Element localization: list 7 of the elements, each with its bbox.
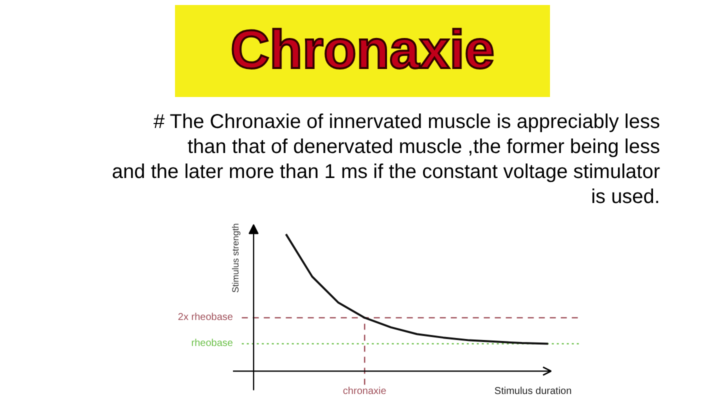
chart-subtitle: # The Chronaxie of innervated muscle is appreciably less than that of denervated muscle ,the former being less and the later more than 1 ms if the constant voltage stimulator is used. bbox=[110, 110, 660, 210]
x-axis-title: Stimulus duration bbox=[494, 386, 572, 398]
ref-line-label: rheobase bbox=[191, 338, 234, 350]
chart-title: Chronaxie bbox=[175, 5, 550, 97]
text: chronaxie bbox=[342, 386, 386, 398]
y-axis-title: Stimulus strength bbox=[230, 223, 240, 293]
ref-line-label: 2x rheobase bbox=[178, 312, 234, 324]
